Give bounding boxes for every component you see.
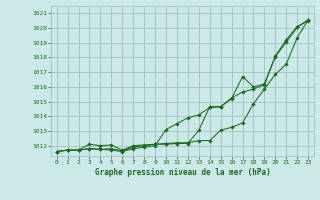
- X-axis label: Graphe pression niveau de la mer (hPa): Graphe pression niveau de la mer (hPa): [94, 168, 270, 177]
